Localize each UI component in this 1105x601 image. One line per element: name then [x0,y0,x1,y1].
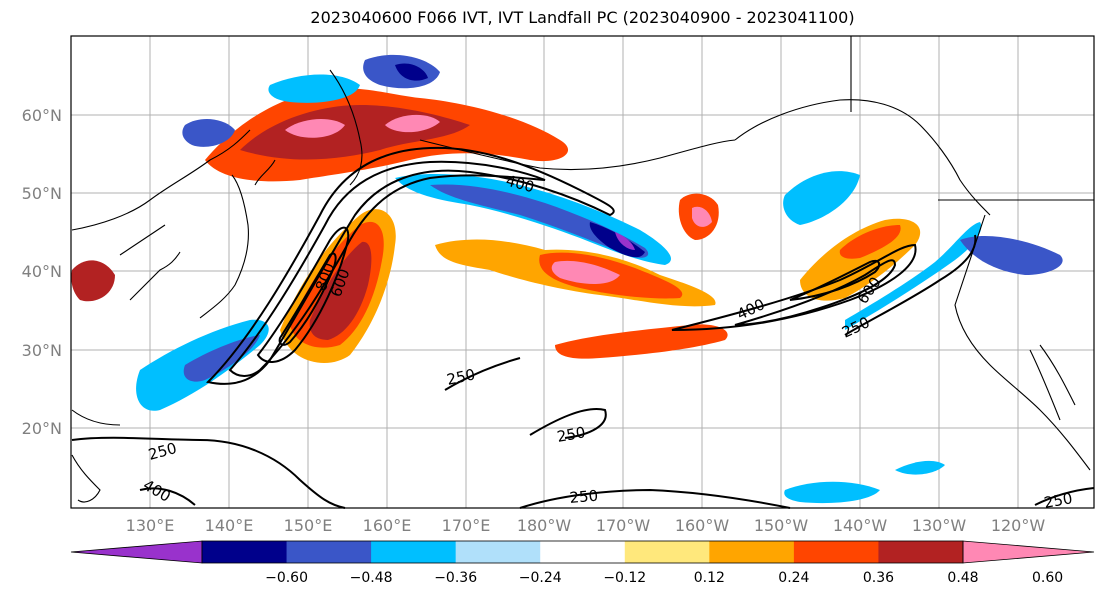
colorbar-segment [371,541,457,563]
lon-label: 160°E [363,516,412,535]
ivt-contours [71,146,1095,509]
negative-anomaly-patch [845,222,982,330]
japan-coastline [199,159,276,319]
contour-250-southeast [1034,487,1095,506]
contour-400-east [734,259,897,326]
contour-400-south [139,487,196,506]
colorbar-segment [202,541,288,563]
lat-label: 50°N [22,184,62,203]
positive-anomaly-patch [551,260,620,284]
colorbar-segment [286,541,372,563]
colorbar-outline [201,540,964,564]
colorbar-tick-label: −0.60 [265,570,308,586]
colorbar-extend-high [962,540,1095,564]
positive-anomaly-patch [285,118,345,138]
aleutian-chain [419,139,736,171]
contour-250-central [444,357,607,439]
positive-anomaly-patch [385,114,440,133]
lat-label: 30°N [22,341,62,360]
lon-label: 130°W [912,516,967,535]
positive-anomaly-patch [839,225,901,259]
colorbar-tick-label: 0.36 [863,570,894,586]
negative-anomaly-patch [395,63,428,81]
negative-anomaly-patch [430,184,649,258]
negative-anomaly-patch [615,232,635,250]
map-title: 2023040600 F066 IVT, IVT Landfall PC (20… [310,8,855,27]
contour-400-west [228,160,546,377]
north-america-coastline [954,214,1091,471]
colorbar-segment [624,541,710,563]
contour-label: 250 [1043,489,1074,512]
map-frame [70,35,1095,509]
negative-anomaly-patch [183,335,260,382]
lon-label: 140°E [205,516,254,535]
asia-coastline [71,129,251,503]
lon-label: 120°W [991,516,1046,535]
contour-label: 250 [556,423,587,446]
coastlines [71,36,1094,503]
contour-600-west [256,226,350,363]
negative-anomaly-patch [783,171,860,225]
lat-label: 60°N [22,106,62,125]
longitude-labels: 130°E 140°E 150°E 160°E 170°E 180°W 170°… [126,516,1046,535]
colorbar-tick-label: 0.24 [778,570,809,586]
canada-border [850,36,1094,201]
negative-anomaly-patch [784,481,880,504]
colorbar-tick-label: 0.12 [694,570,725,586]
lon-label: 130°E [126,516,175,535]
ivt-shading [71,54,1063,504]
kamchatka-coastline [329,69,363,186]
latitude-labels: 60°N 50°N 40°N 30°N 20°N [22,106,62,438]
colorbar-extend-low [70,540,203,564]
colorbar-tick-label: −0.36 [434,570,477,586]
lon-label: 140°W [833,516,888,535]
positive-anomaly-patch [309,241,372,340]
colorbar-segment [455,541,541,563]
colorbar-segment [793,541,879,563]
contour-600-east [789,259,881,301]
colorbar-segment [709,541,795,563]
lon-label: 150°W [754,516,809,535]
colorbar-segment [540,541,626,563]
contour-label: 250 [569,487,599,507]
contour-250-south [71,436,791,509]
colorbar-segment [878,541,964,563]
lat-label: 40°N [22,262,62,281]
contour-label: 250 [445,365,477,389]
baja-coastline [1029,344,1076,421]
negative-anomaly-patch [182,118,235,147]
lon-label: 170°E [442,516,491,535]
colorbar: −0.60 −0.48 −0.36 −0.24 −0.12 0.12 0.24 0.36 0.4… [70,540,1095,586]
contour-800-west [278,252,337,346]
contour-250-coast [844,234,977,336]
contour-250-west [206,146,615,385]
positive-anomaly-patch [692,206,712,227]
positive-anomaly-patch [555,324,728,359]
colorbar-tick-label: −0.24 [519,570,562,586]
colorbar-tick-label: −0.48 [350,570,393,586]
lon-label: 160°W [675,516,730,535]
lon-label: 170°W [596,516,651,535]
colorbar-tick-label: 0.60 [1032,570,1063,586]
negative-anomaly-patch [960,235,1063,275]
negative-anomaly-patch [895,460,945,475]
negative-anomaly-patch [268,74,360,103]
lon-label: 180°W [517,516,572,535]
lat-label: 20°N [22,419,62,438]
positive-anomaly-patch [71,260,115,302]
lon-label: 150°E [284,516,333,535]
colorbar-tick-label: 0.48 [947,570,978,586]
alaska-coastline [734,99,991,216]
colorbar-tick-label: −0.12 [603,570,646,586]
